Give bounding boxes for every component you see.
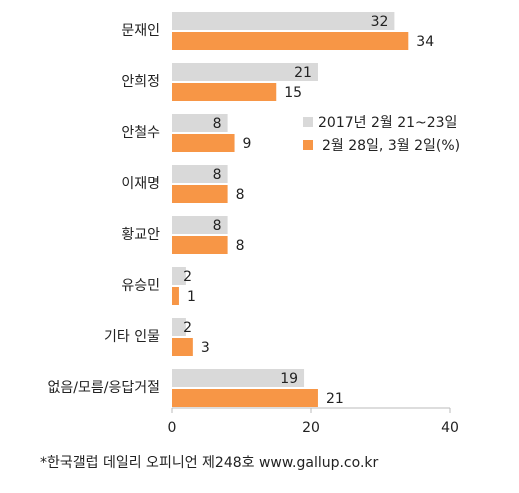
y-tick-label: 문재인 — [121, 23, 160, 39]
value-label: 34 — [416, 34, 434, 50]
x-tick-label: 40 — [441, 420, 459, 436]
value-label: 15 — [284, 85, 302, 101]
value-label: 2 — [183, 320, 192, 336]
value-label: 32 — [371, 14, 389, 30]
y-tick-label: 안희정 — [121, 74, 160, 90]
bar — [172, 236, 228, 254]
legend-swatch — [303, 140, 313, 150]
bar — [172, 267, 186, 285]
legend-swatch — [303, 117, 313, 127]
source-note: *한국갤럽 데일리 오피니언 제248호 www.gallup.co.kr — [40, 455, 379, 471]
value-label: 19 — [280, 371, 298, 387]
legend-label: 2017년 2월 21~23일 — [318, 115, 457, 131]
bar — [172, 185, 228, 203]
bar — [172, 12, 395, 30]
y-tick-label: 황교안 — [121, 227, 160, 243]
bar — [172, 389, 318, 407]
y-tick-label: 안철수 — [121, 125, 160, 141]
value-label: 1 — [187, 289, 196, 305]
value-label: 21 — [294, 65, 312, 81]
legend-label: 2월 28일, 3월 2일(%) — [322, 138, 460, 154]
value-label: 3 — [201, 340, 210, 356]
value-label: 2 — [183, 269, 192, 285]
bar — [172, 338, 193, 356]
bar — [172, 83, 277, 101]
bar — [172, 216, 228, 234]
bar — [172, 114, 228, 132]
bar — [172, 134, 235, 152]
y-tick-label: 없음/모름/응답거절 — [48, 380, 160, 396]
bar — [172, 287, 179, 305]
value-label: 21 — [326, 391, 344, 407]
value-label: 8 — [213, 116, 222, 132]
value-label: 9 — [243, 136, 252, 152]
bar — [172, 165, 228, 183]
y-tick-label: 이재명 — [121, 176, 160, 192]
bar — [172, 369, 305, 387]
value-label: 8 — [213, 167, 222, 183]
bar — [172, 63, 318, 81]
bar — [172, 318, 186, 336]
bar — [172, 32, 409, 50]
value-label: 8 — [236, 187, 245, 203]
value-label: 8 — [213, 218, 222, 234]
value-label: 8 — [236, 238, 245, 254]
y-tick-label: 유승민 — [121, 278, 160, 294]
x-tick-label: 0 — [168, 420, 177, 436]
y-tick-label: 기타 인물 — [104, 329, 160, 345]
x-tick-label: 20 — [302, 420, 320, 436]
